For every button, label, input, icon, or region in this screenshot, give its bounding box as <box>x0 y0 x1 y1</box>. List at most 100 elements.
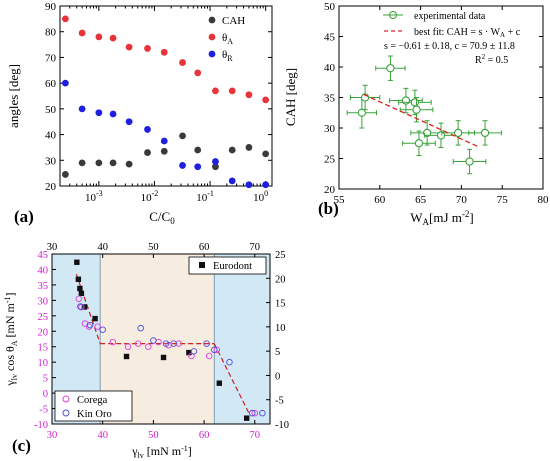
point-theta-r <box>144 126 151 133</box>
panel-b-y-axis: 20 25 30 35 40 45 50 <box>324 1 543 196</box>
legend-fit-label: best fit: CAH = s · WA + c <box>414 27 521 39</box>
data-point <box>386 64 395 73</box>
legend-corega-marker <box>62 395 70 403</box>
point-theta-a <box>61 15 69 23</box>
y-tick-label: 20 <box>324 184 336 196</box>
y-tick-label: 30 <box>324 123 336 135</box>
top-x-tick-label: 70 <box>250 242 261 253</box>
point-theta-r <box>61 79 69 87</box>
left-y-tick-label: -10 <box>34 420 48 431</box>
point-corega <box>94 323 101 330</box>
y-tick-label: 60 <box>45 78 57 90</box>
point-corega <box>205 352 213 360</box>
left-y-tick-label: -5 <box>39 405 48 416</box>
panel-b-x-axis: 55 60 65 70 75 80 <box>334 6 549 206</box>
panel-c-marks <box>74 259 266 421</box>
x-tick-label: 100 <box>253 189 268 204</box>
point-kin-oro <box>203 340 210 347</box>
right-y-tick-label: 10 <box>275 323 286 334</box>
panel-b-legend: experimental data best fit: CAH = s · WA… <box>383 11 521 66</box>
data-point <box>412 105 421 114</box>
data-point <box>422 128 432 138</box>
left-y-tick-label: 0 <box>43 389 48 400</box>
panel-a-y-label: angles [deg] <box>6 64 21 128</box>
top-x-tick-label: 60 <box>199 242 210 253</box>
point-corega <box>124 343 132 350</box>
bottom-x-tick-label: 70 <box>250 430 261 441</box>
point-theta-a <box>109 34 117 42</box>
point-cah <box>95 159 103 167</box>
bottom-x-tick-label: 50 <box>148 430 159 441</box>
point-eurodont <box>77 285 83 292</box>
data-point <box>401 96 411 105</box>
y-tick-label: 50 <box>324 1 336 13</box>
y-tick-label: 30 <box>45 155 57 167</box>
point-cah <box>179 132 186 140</box>
data-point <box>453 128 463 138</box>
panel-c-y-label: γlv cos θA [mN m-1] <box>3 292 19 386</box>
data-point <box>436 131 446 140</box>
x-tick-label: 60 <box>374 194 386 206</box>
left-y-tick-label: 25 <box>38 312 49 323</box>
point-corega <box>78 303 85 311</box>
point-theta-a <box>228 87 236 95</box>
data-point <box>410 98 420 107</box>
panel-c-right-y-axis: -10 -5 0 5 10 15 20 25 <box>266 250 289 431</box>
bottom-x-tick-label: 40 <box>97 430 108 441</box>
legend-marker-1 <box>208 33 216 41</box>
point-theta-a <box>144 45 151 52</box>
panel-b-tag: (b) <box>318 199 339 218</box>
x-tick-label: 55 <box>334 194 346 206</box>
right-y-tick-label: 25 <box>275 250 286 261</box>
point-kin-oro <box>170 340 177 347</box>
point-kin-oro <box>137 324 144 332</box>
point-corega <box>175 340 182 347</box>
y-tick-label: 40 <box>45 130 57 142</box>
panel-b: 20 25 30 35 40 45 50 55 60 65 70 75 80 experimental… <box>283 1 549 227</box>
point-theta-a <box>262 96 270 104</box>
y-tick-label: 50 <box>45 104 57 116</box>
point-theta-r <box>78 105 86 113</box>
fit-line <box>363 93 478 148</box>
panel-c-tag: (c) <box>12 436 31 455</box>
y-tick-label: 70 <box>45 52 57 64</box>
panel-a-marks <box>61 15 270 189</box>
legend-experimental-label: experimental data <box>414 11 486 22</box>
top-x-tick-label: 50 <box>148 242 159 253</box>
point-kin-oro <box>162 340 170 347</box>
point-theta-a <box>160 48 168 56</box>
panel-c-x-label: γlv [mN m-1] <box>131 444 192 460</box>
data-point <box>480 128 490 138</box>
point-corega <box>251 409 259 417</box>
left-y-tick-label: 45 <box>38 250 49 261</box>
point-cah <box>262 150 270 158</box>
region-2 <box>214 254 270 424</box>
y-tick-label: 40 <box>324 62 336 74</box>
left-y-tick-label: 10 <box>38 358 49 369</box>
point-theta-a <box>125 43 133 51</box>
point-theta-r <box>245 181 253 189</box>
legend-eurodont-marker <box>199 262 205 268</box>
bottom-x-tick-label: 30 <box>47 430 58 441</box>
point-theta-r <box>109 110 117 118</box>
left-y-tick-label: 5 <box>43 374 48 385</box>
point-eurodont <box>75 276 82 282</box>
legend-fit-params: s = −0.61 ± 0.18, c = 70.9 ± 11.8 <box>384 41 515 52</box>
point-cah <box>144 149 151 156</box>
panel-a-legend: CAH θA θR <box>208 15 245 63</box>
right-y-tick-label: 5 <box>275 347 280 358</box>
point-eurodont <box>92 315 98 322</box>
point-kin-oro <box>210 346 218 354</box>
point-theta-r <box>179 162 186 169</box>
legend-marker-0 <box>208 16 216 24</box>
point-eurodont <box>216 380 223 386</box>
legend-label-2: θR <box>222 49 233 63</box>
x-tick-label: 75 <box>497 194 509 206</box>
right-y-tick-label: 20 <box>275 274 286 285</box>
top-x-tick-label: 40 <box>97 242 108 253</box>
y-tick-label: 90 <box>45 1 57 13</box>
point-kin-oro <box>259 409 266 417</box>
fit-segment-2 <box>213 343 251 415</box>
point-theta-r <box>228 177 236 185</box>
